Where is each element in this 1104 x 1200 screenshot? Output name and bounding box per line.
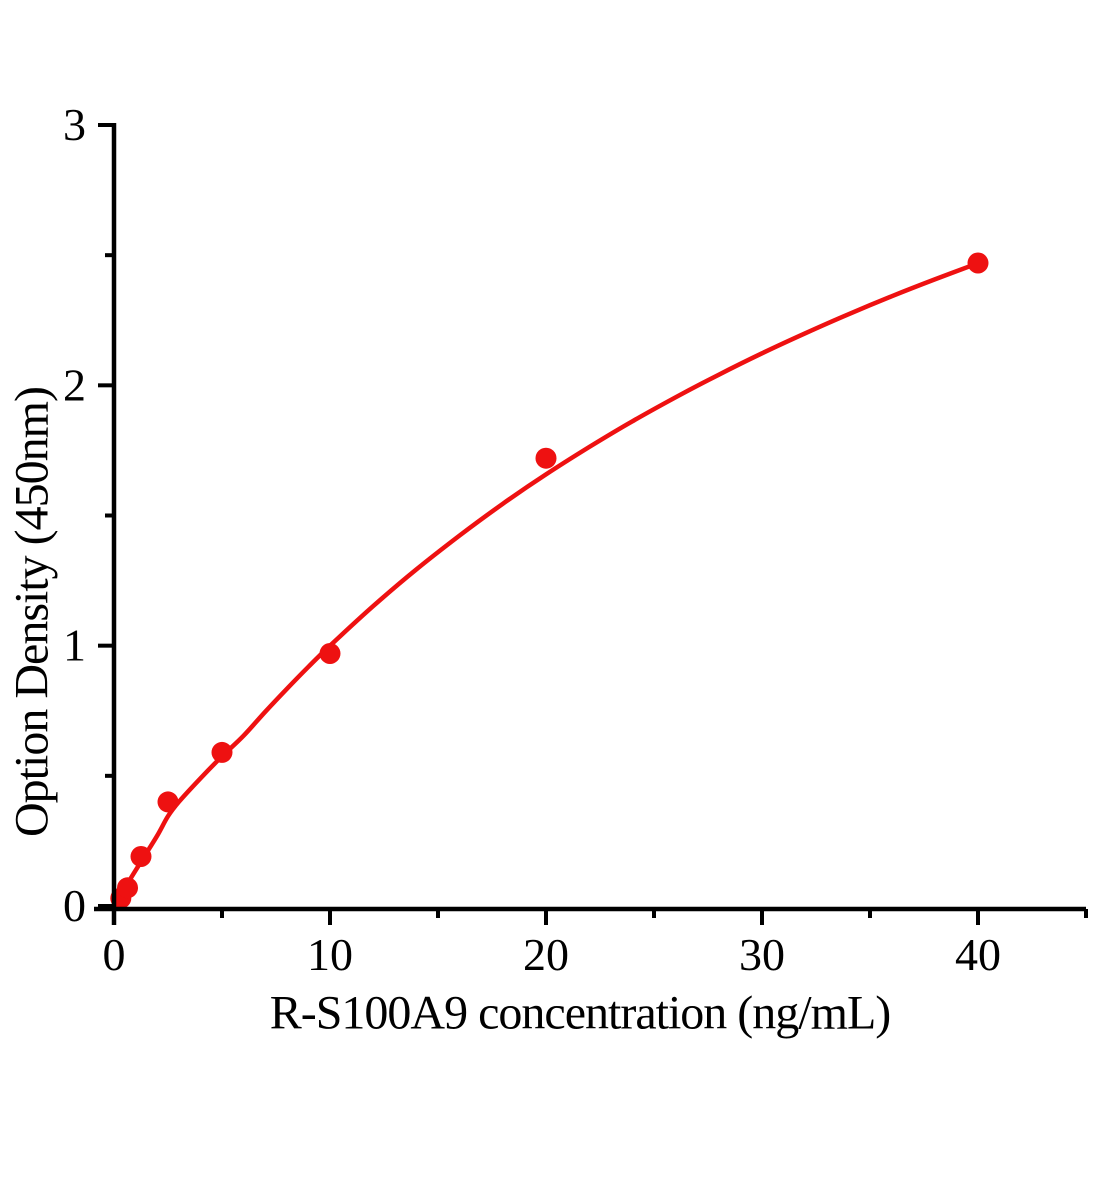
y-tick-label: 0 — [63, 880, 86, 931]
x-tick-label: 20 — [523, 929, 569, 980]
data-point — [211, 741, 233, 763]
x-axis-title: R-S100A9 concentration (ng/mL) — [269, 986, 892, 1040]
y-tick-label: 2 — [63, 359, 86, 410]
x-tick-label: 40 — [955, 929, 1001, 980]
x-tick-label: 10 — [307, 929, 353, 980]
y-tick-label: 3 — [63, 99, 86, 150]
y-tick-label: 1 — [63, 620, 86, 671]
data-point — [319, 643, 341, 664]
y-axis-title: Option Density (450nm) — [5, 387, 59, 837]
data-point — [117, 877, 138, 899]
data-point — [535, 447, 557, 469]
x-tick-label: 0 — [103, 929, 126, 980]
data-point — [967, 252, 989, 274]
x-tick-label: 30 — [739, 929, 785, 980]
data-point — [130, 846, 152, 867]
data-point — [157, 791, 179, 813]
fit-curve — [117, 260, 981, 904]
